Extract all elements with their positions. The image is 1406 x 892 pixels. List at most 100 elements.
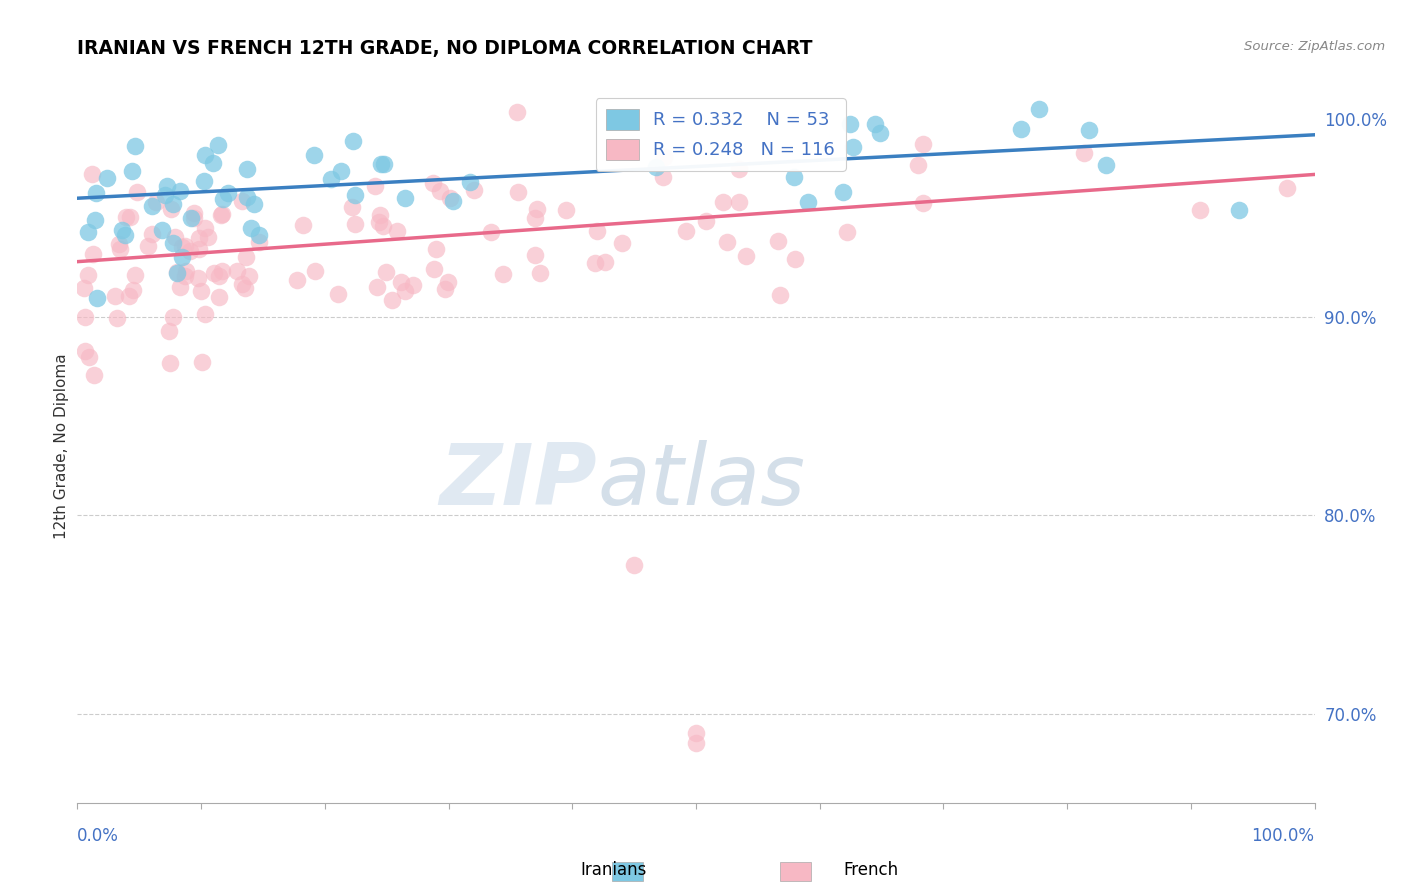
Point xyxy=(159,357,181,371)
Point xyxy=(169,280,191,294)
Point xyxy=(211,206,233,220)
Point xyxy=(211,264,233,278)
Point xyxy=(524,248,547,262)
Point xyxy=(481,225,503,239)
Point xyxy=(202,156,225,170)
Point xyxy=(103,289,125,303)
Point xyxy=(685,726,707,740)
Point xyxy=(402,278,425,293)
Point xyxy=(107,237,129,252)
Point xyxy=(381,293,404,307)
Text: Iranians: Iranians xyxy=(581,861,647,879)
Point xyxy=(433,282,456,296)
Point xyxy=(1277,181,1299,195)
Point xyxy=(292,219,315,233)
Point xyxy=(156,179,179,194)
Point xyxy=(231,277,253,291)
Point xyxy=(374,265,396,279)
Point xyxy=(769,287,792,301)
Point xyxy=(170,240,193,254)
Point xyxy=(425,243,447,257)
Point xyxy=(439,191,461,205)
Point xyxy=(842,140,865,154)
Point xyxy=(179,244,201,258)
Point xyxy=(734,249,756,263)
Point xyxy=(911,136,934,151)
Point xyxy=(157,325,180,339)
Point xyxy=(96,171,118,186)
Point xyxy=(239,220,262,235)
Point xyxy=(77,351,100,365)
Text: IRANIAN VS FRENCH 12TH GRADE, NO DIPLOMA CORRELATION CHART: IRANIAN VS FRENCH 12TH GRADE, NO DIPLOMA… xyxy=(77,39,813,58)
Point xyxy=(654,150,676,164)
Point xyxy=(82,247,104,261)
Point xyxy=(209,208,232,222)
Point xyxy=(329,164,352,178)
Point xyxy=(506,185,529,199)
Point xyxy=(394,191,416,205)
Point xyxy=(422,176,444,190)
Point xyxy=(174,264,197,278)
Point xyxy=(1073,145,1095,160)
Point xyxy=(728,161,751,176)
Point xyxy=(166,266,188,280)
Point xyxy=(436,276,458,290)
Point xyxy=(368,209,391,223)
Point xyxy=(797,194,820,209)
Point xyxy=(162,235,184,250)
Point xyxy=(231,194,253,208)
Point xyxy=(180,211,202,225)
Point xyxy=(422,262,444,277)
Point xyxy=(188,242,211,256)
Point xyxy=(77,225,100,239)
Point xyxy=(685,736,707,750)
Point xyxy=(118,211,141,225)
Point xyxy=(226,264,249,278)
Point xyxy=(529,266,551,280)
Point xyxy=(235,250,257,264)
Point xyxy=(429,184,451,198)
Point xyxy=(243,197,266,211)
Point xyxy=(173,239,195,253)
Point xyxy=(340,200,363,214)
Point xyxy=(187,271,209,285)
Point xyxy=(114,228,136,243)
Point xyxy=(207,138,229,153)
Point xyxy=(652,170,675,185)
Point xyxy=(321,172,343,186)
Point xyxy=(212,192,235,206)
Point xyxy=(86,186,108,200)
Point xyxy=(869,127,891,141)
Point xyxy=(831,185,853,199)
Point xyxy=(1010,122,1032,136)
Point xyxy=(385,224,408,238)
Point xyxy=(302,148,325,162)
Point xyxy=(1189,202,1212,217)
Point xyxy=(695,214,717,228)
Point xyxy=(458,175,481,189)
Point xyxy=(122,283,145,297)
Point xyxy=(136,239,159,253)
Point xyxy=(675,224,697,238)
Point xyxy=(238,268,260,283)
Point xyxy=(368,215,391,229)
Point xyxy=(194,307,217,321)
Point xyxy=(366,279,388,293)
Point xyxy=(163,230,186,244)
Point xyxy=(593,255,616,269)
Point xyxy=(783,169,806,184)
Point xyxy=(73,310,96,324)
Point xyxy=(441,194,464,208)
Point xyxy=(1227,202,1250,217)
Point xyxy=(125,185,148,199)
Point xyxy=(839,117,862,131)
Point xyxy=(170,251,193,265)
Point xyxy=(162,196,184,211)
Point xyxy=(389,275,412,289)
Point xyxy=(194,148,217,162)
Point xyxy=(141,227,163,241)
Point xyxy=(370,157,392,171)
Point xyxy=(108,243,131,257)
Point xyxy=(111,222,134,236)
Point xyxy=(506,105,529,120)
